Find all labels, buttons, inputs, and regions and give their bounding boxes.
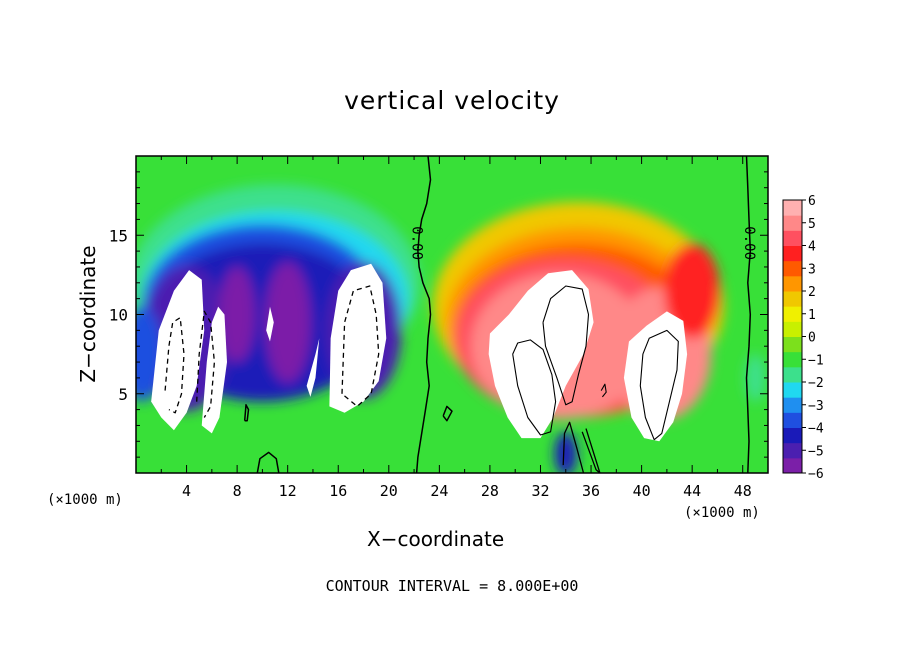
y-tick-label: 10 xyxy=(109,306,128,325)
colorbar-tick-label: 3 xyxy=(808,262,816,277)
x-tick-label: 40 xyxy=(633,482,651,500)
colorbar-tick-label: −1 xyxy=(808,353,824,368)
colorbar-swatch xyxy=(783,457,802,474)
x-tick-label: 20 xyxy=(380,482,398,500)
x-tick-label: 48 xyxy=(734,482,752,500)
field-blob-16 xyxy=(745,354,766,402)
saturated-core-1 xyxy=(201,306,228,434)
colorbar-swatch xyxy=(783,366,802,383)
x-tick-label: 44 xyxy=(683,482,701,500)
x-unit-label-left: (×1000 m) xyxy=(47,492,123,508)
zero-contour-right xyxy=(745,156,752,473)
colorbar-swatch xyxy=(783,336,802,353)
y-axis-ticks: 5 10 15 xyxy=(109,171,768,458)
colorbar-swatch xyxy=(783,291,802,307)
colorbar-swatch xyxy=(783,275,802,292)
x-tick-label: 8 xyxy=(233,482,242,500)
contour-lines xyxy=(164,156,752,473)
field-blob-7 xyxy=(219,266,255,363)
contour-interval-note: CONTOUR INTERVAL = 8.000E+00 xyxy=(325,577,579,595)
pos-contour-4 xyxy=(600,383,607,398)
y-axis-label: Z−coordinate xyxy=(76,245,100,383)
neg-contour-2 xyxy=(196,310,216,418)
x-tick-label: 32 xyxy=(531,482,549,500)
colorbar-tick-label: 6 xyxy=(808,194,816,209)
x-tick-label: 36 xyxy=(582,482,600,500)
colorbar-swatch xyxy=(783,260,802,277)
colorbar-tick-label: −5 xyxy=(808,444,824,459)
colorbar-swatch xyxy=(783,215,802,231)
velocity-field xyxy=(136,156,768,473)
colorbar-tick-label: 1 xyxy=(808,308,816,323)
colorbar-swatch xyxy=(783,442,802,459)
colorbar-swatch xyxy=(783,351,802,368)
x-unit-label-right: (×1000 m) xyxy=(684,505,760,521)
pos-contour-3 xyxy=(639,329,679,441)
saturated-core-2 xyxy=(329,263,387,413)
x-axis-ticks: 4 8 12 16 20 24 28 32 36 40 44 48 xyxy=(160,156,752,500)
colorbar-swatch xyxy=(783,321,802,337)
colorbar-swatch xyxy=(783,306,802,322)
colorbar: 6 5 4 3 2 1 0 −1 −2 −3 −4 −5 −6 xyxy=(782,194,824,482)
contour-label-1: 0.00 xyxy=(741,226,757,260)
colorbar-tick-label: −6 xyxy=(808,467,824,482)
x-tick-label: 12 xyxy=(279,482,297,500)
zero-contour-tiny xyxy=(243,404,250,422)
contour-labels: 0.00 0.00 xyxy=(409,226,757,260)
neg-contour-3 xyxy=(341,285,380,408)
x-tick-label: 4 xyxy=(182,482,191,500)
pos-contour-2 xyxy=(542,285,590,406)
saturated-core-6 xyxy=(623,311,688,442)
field-blob-6 xyxy=(264,262,311,383)
colorbar-swatch xyxy=(783,200,802,216)
zero-contour-center xyxy=(415,156,432,473)
colorbar-swatch xyxy=(783,245,802,262)
saturated-core-3 xyxy=(266,306,274,342)
saturated-core-0 xyxy=(151,270,205,431)
pos-contour-1 xyxy=(512,339,557,436)
y-tick-label: 15 xyxy=(109,226,128,245)
colorbar-tick-label: −4 xyxy=(808,422,824,437)
colorbar-tick-label: 0 xyxy=(808,331,816,346)
field-blob-15 xyxy=(664,243,720,339)
contour-label-0: 0.00 xyxy=(409,226,425,260)
colorbar-swatch xyxy=(783,230,802,246)
colorbar-tick-label: 5 xyxy=(808,217,816,232)
colorbar-swatch xyxy=(783,427,802,444)
colorbar-tick-label: 2 xyxy=(808,285,816,300)
chart-title: vertical velocity xyxy=(344,86,560,115)
colorbar-tick-label: −3 xyxy=(808,399,824,414)
colorbar-swatch xyxy=(783,382,802,398)
x-axis-label: X−coordinate xyxy=(367,527,505,551)
field-blob-17 xyxy=(554,431,578,473)
y-tick-label: 5 xyxy=(118,385,128,404)
colorbar-swatch xyxy=(783,412,802,428)
neg-contour-1 xyxy=(164,317,185,414)
saturated-core-4 xyxy=(306,338,320,397)
colorbar-tick-label: −2 xyxy=(808,376,824,391)
zero-contour-small xyxy=(442,405,453,422)
neg-contour-4 xyxy=(562,421,585,473)
saturated-core-5 xyxy=(488,270,594,439)
zero-contour-bottom xyxy=(256,451,280,473)
neg-contour-5 xyxy=(581,428,601,473)
colorbar-swatch xyxy=(783,397,802,413)
x-tick-label: 24 xyxy=(430,482,448,500)
colorbar-tick-label: 4 xyxy=(808,240,816,255)
x-tick-label: 16 xyxy=(329,482,347,500)
x-tick-label: 28 xyxy=(481,482,499,500)
